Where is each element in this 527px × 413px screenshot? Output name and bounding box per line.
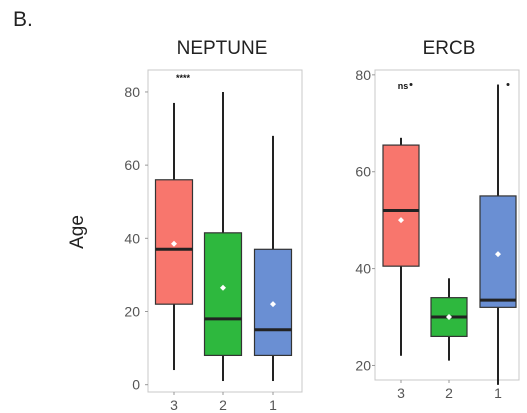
panel-label: B. bbox=[13, 8, 33, 31]
mean-marker bbox=[220, 284, 226, 291]
y-tick-label: 20 bbox=[124, 304, 140, 320]
y-tick-label: 40 bbox=[124, 230, 140, 246]
significance-label: **** bbox=[176, 73, 191, 83]
mean-marker bbox=[171, 240, 177, 247]
plot-frame bbox=[374, 69, 520, 381]
x-tick-label: 1 bbox=[494, 385, 502, 401]
significance-label: ns bbox=[398, 81, 409, 91]
x-tick-label: 1 bbox=[269, 397, 277, 413]
x-tick-label: 3 bbox=[397, 385, 405, 401]
mean-marker bbox=[446, 314, 452, 321]
ercb-chart: ERCB 20 40 60 80 3 2 1 ns bbox=[355, 38, 520, 401]
chart-title: ERCB bbox=[423, 38, 476, 59]
outlier-point bbox=[506, 83, 510, 87]
plot-frame bbox=[147, 69, 303, 393]
y-tick-label: 40 bbox=[355, 261, 371, 277]
mean-marker bbox=[270, 301, 276, 308]
x-tick-label: 2 bbox=[445, 385, 453, 401]
x-tick-label: 3 bbox=[170, 397, 178, 413]
box-group-3 bbox=[382, 144, 420, 267]
y-tick-label: 80 bbox=[124, 84, 140, 100]
y-tick-label: 60 bbox=[355, 164, 371, 180]
y-tick-label: 60 bbox=[124, 157, 140, 173]
x-tick-label: 2 bbox=[219, 397, 227, 413]
mean-marker bbox=[495, 251, 501, 258]
box-group-2 bbox=[203, 232, 243, 357]
y-tick-label: 20 bbox=[355, 357, 371, 373]
y-tick-label: 80 bbox=[355, 67, 371, 83]
chart-title: NEPTUNE bbox=[177, 38, 268, 59]
neptune-chart: NEPTUNE 0 20 40 60 80 3 2 1 **** bbox=[124, 38, 303, 413]
mean-marker bbox=[398, 217, 404, 224]
y-tick-label: 0 bbox=[132, 377, 140, 393]
outlier-point bbox=[409, 83, 413, 87]
